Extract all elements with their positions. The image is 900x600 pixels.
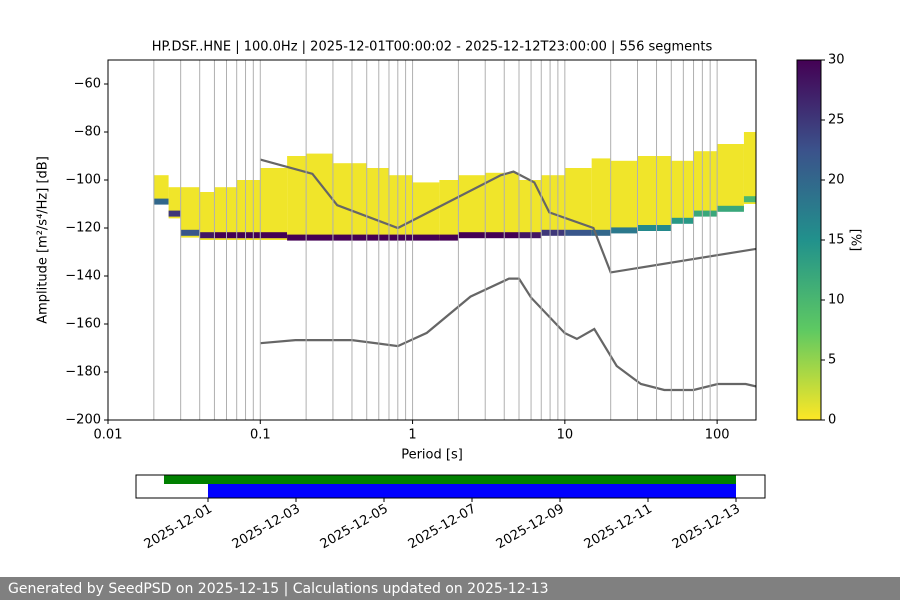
density-spread [610,160,638,231]
density-spread [332,163,367,240]
density-spread [388,175,413,240]
density-spread [671,160,694,224]
density-spread [287,156,307,240]
y-tick-label: −60 [74,77,101,92]
y-tick-label: −140 [65,269,101,284]
density-spread [168,187,181,219]
density-spread [199,192,215,240]
density-spread [693,151,718,216]
x-tick-label: 2025-12-13 [670,502,743,553]
density [153,132,756,392]
density-spread [366,168,389,240]
density-mode [180,229,200,236]
density-mode [564,229,592,236]
density-spread [519,180,542,236]
density-spread [637,156,672,228]
colorbar-gradient [796,59,822,421]
x-tick-label: 100 [705,428,730,443]
density-mode [610,227,638,234]
plot-frame [107,59,757,421]
x-tick-label: 10 [557,428,574,443]
density-spread [591,158,611,233]
density-spread [485,172,520,238]
density-spread [743,132,756,204]
density-mode [693,210,718,217]
density-mode [591,229,611,236]
colorbar-tick-label: 10 [828,293,845,308]
colorbar-tick-label: 30 [828,53,845,68]
footer-bar [0,577,900,600]
y-tick-label: −180 [65,365,101,380]
density-spread [439,180,459,238]
y-tick-label: −200 [65,413,101,428]
timeline: 2025-12-01 2025-12-03 2025-12-05 2025-12-07… [135,474,766,553]
density-mode [287,234,307,241]
x-tick-label: 2025-12-01 [142,502,215,553]
noise-model [260,277,756,392]
colorbar-tick-label: 20 [828,173,845,188]
y-tick-label: −120 [65,221,101,236]
colorbar-tick-label: 15 [828,233,845,248]
density-spread [412,182,440,240]
density-mode [236,232,261,239]
chart-title: HP.DSF..HNE | 100.0Hz | 2025-12-01T00:00… [152,40,713,55]
density-mode [306,234,333,241]
x-tick-label: 2025-12-07 [406,502,479,553]
x-tick-label: 1 [408,428,416,443]
colorbar-tick-label: 0 [828,413,836,428]
density-mode [637,225,672,231]
density-mode [541,229,565,236]
timeline-frame [135,474,766,499]
density-spread [306,153,333,240]
y-tick-label: −160 [65,317,101,332]
density-mode [153,198,169,205]
density-mode [439,234,459,241]
density-mode [458,232,486,239]
density-mode [260,232,288,239]
x-tick-label: 0.1 [250,428,271,443]
density-mode [366,234,389,241]
noise-model [260,158,756,274]
x-tick-label: 2025-12-11 [582,502,655,553]
y-axis-label: Amplitude [m²/s⁴/Hz] [dB] [36,156,51,324]
density-mode [214,232,237,239]
density-mode [412,234,440,241]
density-mode [743,196,756,203]
colorbar-label: [%] [848,229,863,252]
y-tick-label: −100 [65,173,101,188]
density-mode [485,232,520,239]
density-spread [153,175,169,204]
density-mode [199,232,215,239]
density-spread [717,144,744,212]
availability-bar [163,475,737,484]
colorbar: 0 5 10 15 20 25 30 [%] [796,53,863,428]
density-mode [332,234,367,241]
x-tick-label: 2025-12-03 [230,502,303,553]
x-axis-label: Period [s] [401,448,463,463]
density-mode [519,232,542,239]
density-spread [564,168,592,236]
y-tick-label: −80 [74,125,101,140]
density-spread [541,175,565,236]
colorbar-tick-label: 25 [828,113,845,128]
ppsd-plot: 0.01 0.1 1 10 100 −200 −180 −160 −140 −120 −100 −80… [36,40,757,463]
density-spread [236,180,261,240]
availability-bar [207,484,737,498]
density-mode [717,205,744,212]
footer-text: Generated by SeedPSD on 2025-12-15 | Cal… [8,581,549,597]
x-tick-label: 2025-12-09 [494,502,567,553]
colorbar-tick-label: 5 [828,353,836,368]
density-spread [260,168,288,240]
density-spread [180,187,200,238]
density-mode [671,217,694,224]
density-mode [168,210,181,217]
x-tick-label: 2025-12-05 [318,502,391,553]
x-tick-label: 0.01 [94,428,123,443]
density-spread [214,187,237,240]
density-mode [388,234,413,241]
